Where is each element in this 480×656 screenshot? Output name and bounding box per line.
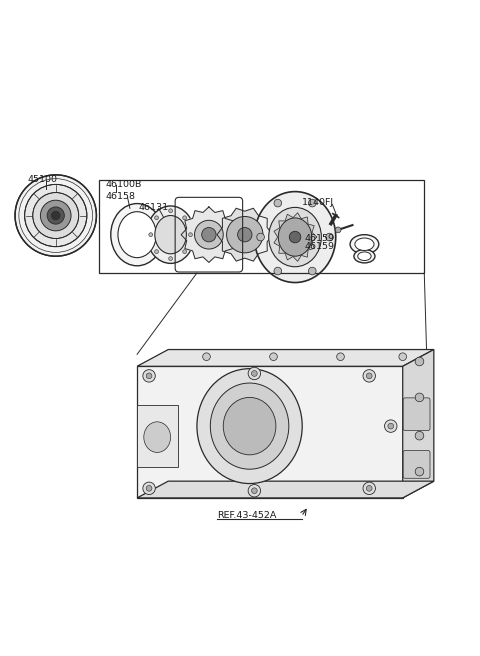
Ellipse shape — [254, 192, 336, 283]
Ellipse shape — [358, 252, 371, 260]
Text: 46159: 46159 — [304, 234, 334, 243]
Circle shape — [168, 256, 172, 260]
Circle shape — [363, 482, 375, 495]
Circle shape — [335, 227, 341, 233]
Circle shape — [274, 267, 282, 275]
Circle shape — [183, 250, 187, 253]
Ellipse shape — [223, 398, 276, 455]
Bar — [137, 405, 178, 467]
Circle shape — [248, 367, 261, 380]
Circle shape — [149, 233, 153, 237]
Circle shape — [183, 216, 187, 220]
Ellipse shape — [155, 216, 186, 254]
Circle shape — [33, 193, 79, 239]
Ellipse shape — [118, 212, 156, 258]
Ellipse shape — [355, 238, 374, 251]
Circle shape — [203, 353, 210, 361]
FancyBboxPatch shape — [403, 398, 430, 430]
Circle shape — [415, 358, 424, 366]
Circle shape — [238, 228, 252, 242]
Polygon shape — [137, 350, 434, 366]
Ellipse shape — [278, 218, 312, 256]
Text: 45100: 45100 — [27, 175, 57, 184]
Circle shape — [252, 371, 257, 377]
Circle shape — [384, 420, 397, 432]
Circle shape — [388, 423, 394, 429]
Circle shape — [40, 200, 71, 231]
Polygon shape — [217, 208, 273, 261]
Ellipse shape — [147, 206, 194, 264]
Polygon shape — [403, 350, 434, 498]
Text: 46158: 46158 — [105, 192, 135, 201]
Circle shape — [227, 216, 263, 253]
Circle shape — [143, 482, 156, 495]
Circle shape — [274, 199, 282, 207]
Ellipse shape — [350, 235, 379, 254]
Circle shape — [289, 232, 301, 243]
Circle shape — [309, 199, 316, 207]
Circle shape — [189, 233, 192, 237]
Circle shape — [15, 175, 96, 256]
FancyBboxPatch shape — [403, 451, 430, 478]
Circle shape — [325, 234, 333, 241]
Circle shape — [146, 485, 152, 491]
Circle shape — [270, 353, 277, 361]
Circle shape — [248, 485, 261, 497]
Text: 46131: 46131 — [139, 203, 168, 212]
Circle shape — [194, 220, 223, 249]
Circle shape — [415, 432, 424, 440]
Circle shape — [47, 207, 64, 224]
Ellipse shape — [269, 207, 322, 267]
Circle shape — [366, 373, 372, 379]
Ellipse shape — [111, 203, 163, 266]
Text: 46100B: 46100B — [105, 180, 142, 189]
Circle shape — [146, 373, 152, 379]
Polygon shape — [137, 366, 403, 498]
Circle shape — [366, 485, 372, 491]
Text: 1140FJ: 1140FJ — [302, 198, 335, 207]
Polygon shape — [137, 481, 434, 498]
Circle shape — [336, 353, 344, 361]
Circle shape — [363, 369, 375, 382]
Ellipse shape — [354, 249, 375, 263]
Polygon shape — [274, 213, 317, 261]
Circle shape — [415, 467, 424, 476]
Circle shape — [415, 393, 424, 401]
Circle shape — [24, 184, 87, 247]
Circle shape — [257, 234, 264, 241]
Bar — [99, 180, 424, 273]
Circle shape — [51, 211, 60, 220]
Ellipse shape — [197, 369, 302, 483]
Circle shape — [143, 369, 156, 382]
Circle shape — [168, 209, 172, 213]
Circle shape — [202, 228, 216, 242]
Circle shape — [309, 267, 316, 275]
Circle shape — [252, 488, 257, 493]
Ellipse shape — [210, 383, 289, 469]
Circle shape — [399, 353, 407, 361]
Ellipse shape — [144, 422, 170, 453]
Text: 46159: 46159 — [304, 242, 334, 251]
Circle shape — [155, 216, 158, 220]
Circle shape — [155, 250, 158, 253]
Text: REF.43-452A: REF.43-452A — [217, 511, 276, 520]
Polygon shape — [181, 207, 237, 262]
